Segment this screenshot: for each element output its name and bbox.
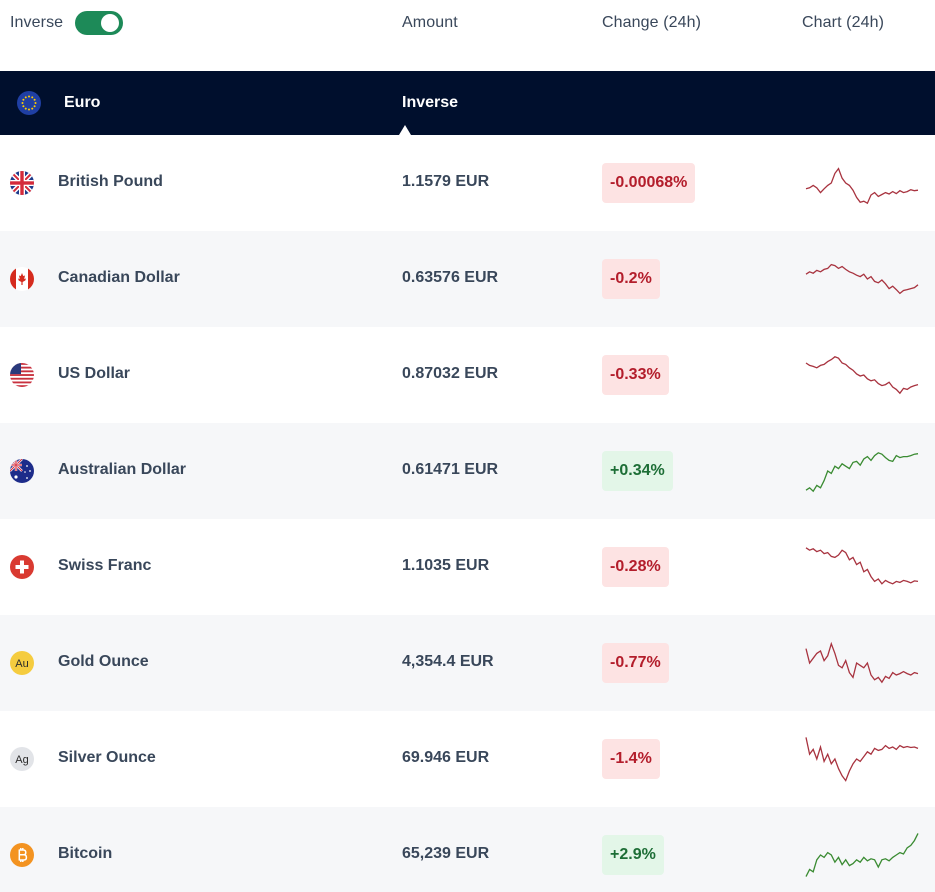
currency-name[interactable]: US Dollar [58,365,131,382]
caret-indicator [399,125,411,135]
silver-ag-icon: Ag [10,747,34,771]
currency-amount: 1.1035 EUR [402,557,490,574]
sparkline-line [805,641,919,684]
us-flag-icon [10,363,34,387]
sparkline-chart [805,167,919,205]
sparkline-chart [805,356,919,395]
sparkline-line [805,356,919,395]
sparkline-line [805,452,919,493]
sparkline-line [805,833,919,877]
currency-amount: 0.61471 EUR [402,461,499,478]
sparkline-chart [805,737,919,782]
sparkline-line [805,547,919,585]
sparkline-chart [805,547,919,585]
currency-amount: 1.1579 EUR [402,173,490,190]
currency-name[interactable]: Swiss Franc [58,557,152,574]
canada-flag-icon [10,267,34,291]
change-badge: -0.33% [602,355,669,395]
sparkline-chart [805,452,919,493]
currency-name[interactable]: Australian Dollar [58,461,187,478]
swiss-flag-icon [10,555,34,579]
table-row[interactable]: Au Gold Ounce 4,354.4 EUR -0.77% [0,615,935,711]
sparkline-chart [805,833,919,877]
svg-text:Ag: Ag [15,754,28,766]
currency-name[interactable]: Silver Ounce [58,749,156,766]
inverse-toggle[interactable] [75,11,123,35]
table-row[interactable]: British Pound 1.1579 EUR -0.00068% [0,135,935,231]
currency-amount: 4,354.4 EUR [402,653,494,670]
change-badge: -0.00068% [602,163,696,203]
table-row[interactable]: Swiss Franc 1.1035 EUR -0.28% [0,519,935,615]
table-row[interactable]: US Dollar 0.87032 EUR -0.33% [0,327,935,423]
base-currency-row: Euro Inverse [0,71,935,135]
bitcoin-icon [10,843,34,867]
uk-flag-icon [10,171,34,195]
sparkline-line [805,167,919,205]
change-badge: -0.77% [602,643,669,683]
currency-amount: 65,239 EUR [402,845,490,862]
base-currency-name[interactable]: Euro [64,94,101,111]
sparkline-chart [805,263,919,295]
change-column-header: Change (24h) [602,14,702,31]
inverse-toggle-label: Inverse [10,14,64,31]
svg-text:Au: Au [15,658,28,670]
currency-amount: 0.63576 EUR [402,269,499,286]
currency-name[interactable]: Gold Ounce [58,653,149,670]
table-header: Inverse Amount Change (24h) Chart (24h) [0,0,935,71]
amount-column-header: Amount [402,14,458,31]
change-badge: -1.4% [602,739,660,779]
change-badge: +2.9% [602,835,664,875]
currency-amount: 0.87032 EUR [402,365,499,382]
gold-au-icon: Au [10,651,34,675]
currency-name[interactable]: British Pound [58,173,163,190]
change-badge: +0.34% [602,451,673,491]
australia-flag-icon [10,459,34,483]
table-row[interactable]: Canadian Dollar 0.63576 EUR -0.2% [0,231,935,327]
table-row[interactable]: Australian Dollar 0.61471 EUR +0.34% [0,423,935,519]
table-row[interactable]: Bitcoin 65,239 EUR +2.9% [0,807,935,892]
currency-name[interactable]: Canadian Dollar [58,269,180,286]
change-badge: -0.2% [602,259,660,299]
toggle-knob [101,14,119,32]
change-badge: -0.28% [602,547,669,587]
inverse-mode-label: Inverse [402,94,459,111]
eu-flag-icon [17,91,41,115]
currency-list: British Pound 1.1579 EUR -0.00068% Canad… [0,135,935,892]
currency-amount: 69.946 EUR [402,749,490,766]
table-row[interactable]: Ag Silver Ounce 69.946 EUR -1.4% [0,711,935,807]
sparkline-line [805,263,919,295]
chart-column-header: Chart (24h) [802,14,885,31]
currency-name[interactable]: Bitcoin [58,845,113,862]
sparkline-line [805,737,919,782]
sparkline-chart [805,641,919,684]
